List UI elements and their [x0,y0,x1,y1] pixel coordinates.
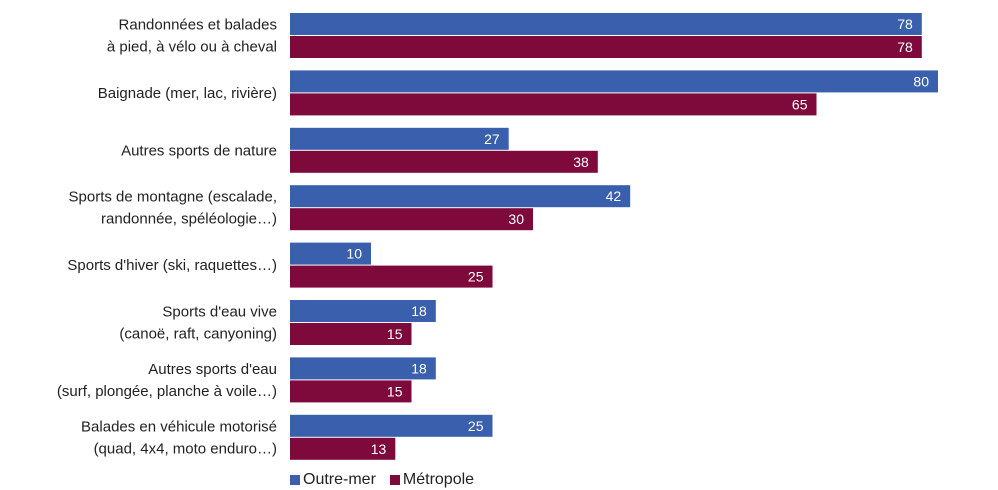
data-label: 78 [897,16,913,32]
legend-label-metropole: Métropole [402,471,475,488]
bar-metropole [290,93,817,116]
bar-outre-mer [290,357,436,380]
data-label: 15 [387,383,403,399]
data-label: 18 [411,303,427,319]
category-group: Randonnées et balades à pied, à vélo ou à… [107,13,922,58]
data-label: 13 [371,441,387,457]
legend-swatch-outre-mer [290,475,300,485]
bar-outre-mer [290,70,938,93]
data-label: 80 [913,73,929,89]
category-group: Baignade (mer, lac, rivière) 80 65 [98,70,938,116]
category-label: Sports de montagne (escalade, randonnée, … [69,189,277,228]
data-label: 65 [792,96,808,112]
category-group: Autres sports de nature 27 38 [121,127,598,173]
data-label: 18 [411,360,427,376]
bar-metropole [290,150,598,173]
data-label: 15 [387,326,403,342]
bar-metropole [290,380,412,403]
category-label: Randonnées et balades à pied, à vélo ou à… [107,17,277,56]
category-group: Sports d'hiver (ski, raquettes…) 10 25 [67,242,493,288]
category-group: Balades en véhicule motorisé (quad, 4x4, … [81,414,493,460]
bar-metropole [290,323,412,345]
data-label: 78 [897,39,913,55]
bar-metropole [290,437,396,460]
category-label: Autres sports d'eau (surf, plongée, planc… [57,361,277,400]
bar-metropole [290,208,533,231]
category-label: Baignade (mer, lac, rivière) [98,85,277,102]
category-group: Autres sports d'eau (surf, plongée, planc… [57,357,436,403]
category-label: Balades en véhicule motorisé (quad, 4x4, … [81,418,277,457]
bar-outre-mer [290,185,631,208]
data-label: 30 [508,211,524,227]
data-label: 38 [573,154,589,170]
category-label: Autres sports de nature [121,142,277,159]
bar-outre-mer [290,414,493,437]
bar-metropole [290,265,493,288]
data-label: 25 [468,269,484,285]
bar-outre-mer [290,242,371,265]
data-label: 25 [468,418,484,434]
bar-outre-mer [290,300,436,322]
legend-swatch-metropole [389,475,400,485]
category-group: Sports de montagne (escalade, randonnée, … [69,185,631,231]
bar-outre-mer [290,13,922,35]
bar-metropole [290,36,922,58]
category-group: Sports d'eau vive (canoë, raft, canyoning… [119,300,436,345]
legend-item-outre-mer: Outre-mer [290,471,376,489]
category-label: Sports d'hiver (ski, raquettes…) [67,257,277,274]
legend-label-outre-mer: Outre-mer [303,471,376,488]
data-label: 10 [346,246,362,262]
data-label: 42 [606,188,622,204]
bar-outre-mer [290,127,509,150]
category-label: Sports d'eau vive (canoë, raft, canyoning… [119,304,277,343]
legend-item-metropole: Métropole [389,471,475,489]
data-label: 27 [484,131,500,147]
legend: Outre-mer Métropole [290,470,488,490]
